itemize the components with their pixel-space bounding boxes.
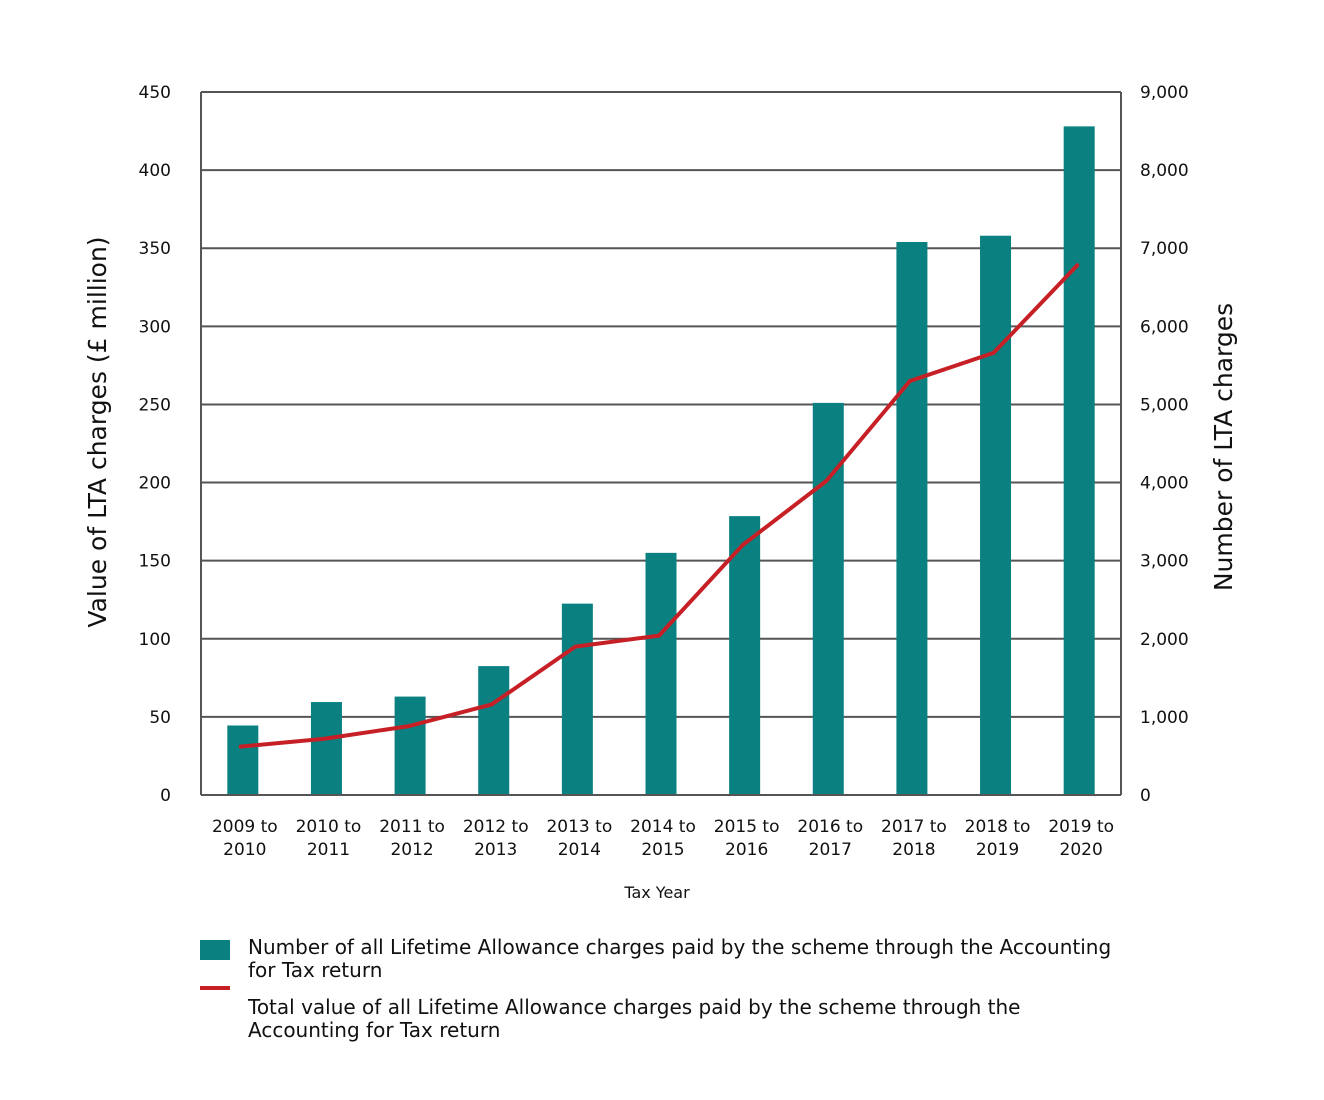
- legend-line-label-line-2: Accounting for Tax return: [248, 1018, 501, 1042]
- line-point: [824, 478, 829, 483]
- left-tick-label: 250: [139, 395, 171, 415]
- left-axis-title: Value of LTA charges (£ million): [83, 236, 112, 627]
- right-tick-label: 5,000: [1140, 395, 1189, 415]
- chart: 0 50 100 150 200 250 300 350 400 450 0 1,000 2,000 3…: [83, 83, 1238, 902]
- left-axis-ticks: 0 50 100 150 200 250 300 350 400 450: [139, 83, 171, 806]
- right-tick-label: 1,000: [1140, 708, 1189, 728]
- right-axis-title: Number of LTA charges: [1209, 303, 1238, 591]
- gridlines: [201, 91, 1121, 796]
- x-axis-title: Tax Year: [623, 883, 690, 902]
- x-tick-label: 2015: [641, 840, 684, 860]
- x-tick-label: 2016: [725, 840, 768, 860]
- line-point: [406, 724, 411, 729]
- right-tick-label: 2,000: [1140, 630, 1189, 650]
- right-axis-ticks: 0 1,000 2,000 3,000 4,000 5,000 6,000 7,000 8,00…: [1140, 83, 1189, 806]
- legend-line-swatch: [200, 986, 230, 990]
- bar: [645, 552, 677, 795]
- x-tick-label: 2014 to: [630, 817, 696, 837]
- left-tick-label: 450: [139, 83, 171, 103]
- right-tick-label: 7,000: [1140, 239, 1189, 259]
- right-tick-label: 4,000: [1140, 474, 1189, 494]
- x-tick-label: 2011: [307, 840, 350, 860]
- left-tick-label: 300: [139, 317, 171, 337]
- line-point: [322, 736, 327, 741]
- legend-bar-swatch: [200, 940, 230, 960]
- legend-item-line: Total value of all Lifetime Allowance ch…: [196, 986, 1206, 1042]
- x-tick-label: 2010: [223, 840, 266, 860]
- left-tick-label: 150: [139, 552, 171, 572]
- x-tick-label: 2016 to: [797, 817, 863, 837]
- x-tick-label: 2018 to: [965, 817, 1031, 837]
- x-tick-label: 2017: [809, 840, 852, 860]
- left-tick-label: 350: [139, 239, 171, 259]
- x-tick-label: 2019 to: [1048, 817, 1114, 837]
- x-tick-label: 2013: [474, 840, 517, 860]
- left-tick-label: 100: [139, 630, 171, 650]
- line-point: [740, 543, 745, 548]
- line-point: [657, 633, 661, 638]
- x-tick-label: 2009 to: [212, 817, 278, 837]
- x-axis-ticks: 2009 to 2010 2010 to 2011 2011 to 2012 2012 to…: [212, 817, 1114, 860]
- axes: [200, 92, 1122, 796]
- line-point: [991, 350, 996, 355]
- x-tick-label: 2013 to: [546, 817, 612, 837]
- right-tick-label: 8,000: [1140, 161, 1189, 181]
- legend-bar-label-line-1: Number of all Lifetime Allowance charges…: [248, 935, 1112, 959]
- left-tick-label: 400: [139, 161, 171, 181]
- legend-item-bars: Number of all Lifetime Allowance charges…: [196, 936, 1206, 982]
- line-point: [573, 644, 578, 649]
- x-tick-label: 2017 to: [881, 817, 947, 837]
- bar-series: [227, 126, 1095, 796]
- line-point: [907, 379, 912, 384]
- bar: [561, 603, 593, 795]
- right-tick-label: 9,000: [1140, 83, 1189, 103]
- line-point: [238, 744, 243, 749]
- bar: [896, 241, 928, 795]
- x-tick-label: 2015 to: [714, 817, 780, 837]
- legend-bar-label-line-2: for Tax return: [248, 958, 383, 982]
- x-tick-label: 2018: [892, 840, 935, 860]
- x-tick-label: 2010 to: [296, 817, 362, 837]
- x-tick-label: 2012: [390, 840, 433, 860]
- x-tick-label: 2019: [976, 840, 1019, 860]
- line-point: [489, 702, 494, 707]
- bar: [227, 725, 259, 795]
- left-tick-label: 0: [160, 786, 171, 806]
- left-tick-label: 200: [139, 474, 171, 494]
- left-tick-label: 50: [149, 708, 171, 728]
- bar: [394, 696, 426, 795]
- line-series: [238, 263, 1080, 749]
- bar: [812, 402, 844, 795]
- legend: Number of all Lifetime Allowance charges…: [196, 936, 1206, 1042]
- x-tick-label: 2014: [558, 840, 601, 860]
- x-tick-label: 2020: [1060, 840, 1103, 860]
- bar: [1063, 126, 1095, 795]
- bar: [729, 516, 761, 795]
- x-tick-label: 2011 to: [379, 817, 445, 837]
- x-tick-label: 2012 to: [463, 817, 529, 837]
- right-tick-label: 0: [1140, 786, 1151, 806]
- bar: [310, 702, 342, 795]
- right-tick-label: 6,000: [1140, 317, 1189, 337]
- line-point: [1075, 263, 1080, 268]
- bar: [478, 666, 510, 795]
- bar: [980, 235, 1012, 796]
- legend-line-label-line-1: Total value of all Lifetime Allowance ch…: [248, 995, 1021, 1019]
- right-tick-label: 3,000: [1140, 552, 1189, 572]
